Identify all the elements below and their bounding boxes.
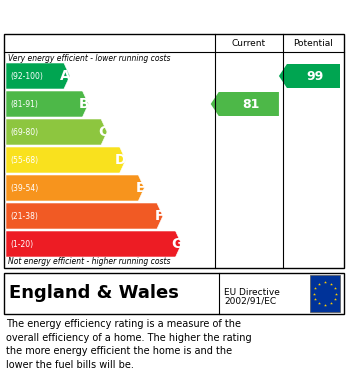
Text: Potential: Potential [293,38,333,47]
Polygon shape [279,64,340,88]
Polygon shape [6,91,88,117]
Bar [310,275,340,312]
Text: C: C [98,125,108,139]
Text: G: G [171,237,182,251]
Text: (21-38): (21-38) [10,212,38,221]
Text: (81-91): (81-91) [10,99,38,108]
Text: (92-100): (92-100) [10,72,43,81]
Text: D: D [115,153,127,167]
Text: Not energy efficient - higher running costs: Not energy efficient - higher running co… [8,257,171,266]
Polygon shape [6,63,70,89]
Text: 81: 81 [242,97,260,111]
Text: (69-80): (69-80) [10,127,38,136]
Text: EU Directive: EU Directive [224,288,280,297]
Text: F: F [155,209,164,223]
Text: Current: Current [232,38,266,47]
Text: A: A [60,69,71,83]
Polygon shape [6,203,163,229]
Text: (55-68): (55-68) [10,156,38,165]
Text: E: E [136,181,145,195]
Text: Energy Efficiency Rating: Energy Efficiency Rating [10,9,232,23]
Polygon shape [211,92,279,116]
Polygon shape [6,147,126,173]
Text: 99: 99 [307,70,324,83]
Text: B: B [79,97,89,111]
Bar [4,273,344,314]
Polygon shape [6,175,144,201]
Text: 2002/91/EC: 2002/91/EC [224,297,276,306]
Polygon shape [6,119,107,145]
Text: (1-20): (1-20) [10,240,33,249]
Text: (39-54): (39-54) [10,183,38,192]
Text: Very energy efficient - lower running costs: Very energy efficient - lower running co… [8,54,171,63]
Polygon shape [6,231,182,257]
Text: The energy efficiency rating is a measure of the
overall efficiency of a home. T: The energy efficiency rating is a measur… [6,319,252,370]
Text: England & Wales: England & Wales [9,285,179,303]
